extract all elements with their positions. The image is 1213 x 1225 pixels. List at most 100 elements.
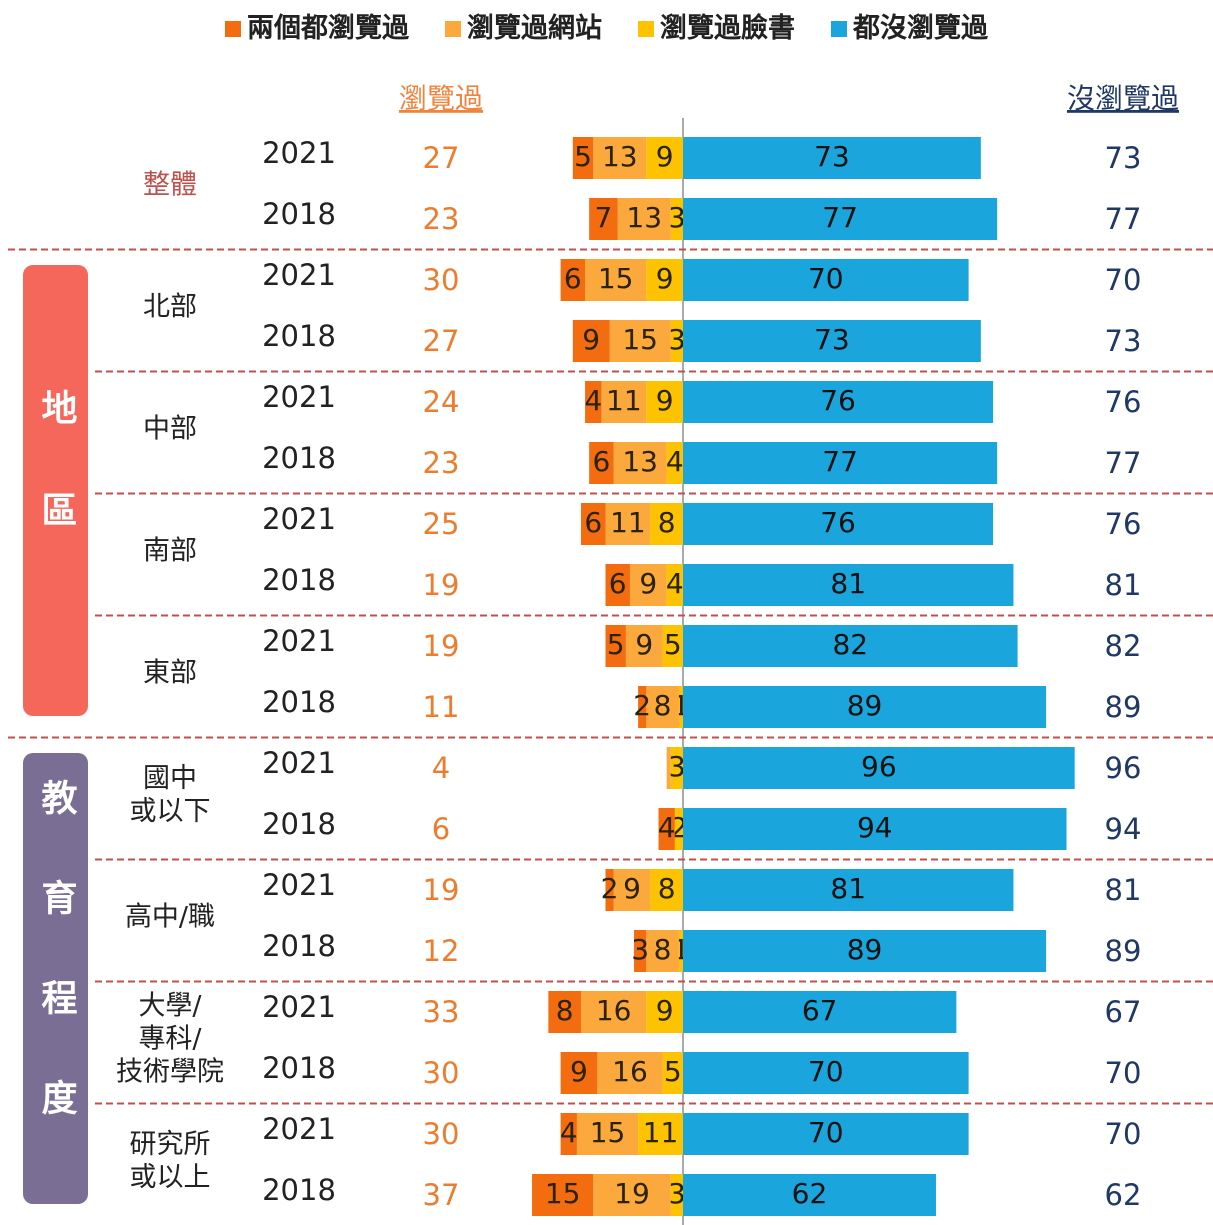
bar-segment: [683, 442, 998, 484]
viewed-total: 30: [423, 1056, 460, 1090]
bar-segment: [683, 198, 998, 240]
bar-segment: [625, 625, 663, 667]
not-viewed-total: 81: [1105, 873, 1142, 907]
year-label: 2018: [262, 319, 336, 353]
bar-segment: [646, 686, 679, 728]
bar-segment: [670, 198, 683, 240]
viewed-total: 19: [423, 629, 460, 663]
bar-segment: [683, 564, 1014, 606]
bar-segment: [605, 503, 651, 545]
bar-label: 73: [814, 140, 850, 173]
year-label: 2021: [262, 380, 336, 414]
viewed-total: 27: [423, 324, 460, 358]
not-viewed-total: 70: [1105, 263, 1142, 297]
not-viewed-total: 76: [1105, 385, 1142, 419]
bar-segment: [585, 381, 602, 423]
bar-label: 15: [598, 262, 634, 295]
bar-segment: [572, 320, 610, 362]
viewed-total: 23: [423, 446, 460, 480]
subgroup-label: 大學/ 專科/ 技術學院: [116, 990, 224, 1087]
bar-label: 13: [602, 140, 638, 173]
bar-label: 5: [664, 628, 682, 661]
not-viewed-total: 89: [1105, 934, 1142, 968]
bar-segment: [674, 808, 683, 850]
subgroup-label: 南部: [143, 535, 197, 566]
year-label: 2018: [262, 441, 336, 475]
bar-label: 5: [607, 628, 625, 661]
bar-segment: [683, 381, 994, 423]
viewed-total: 4: [432, 751, 450, 785]
bar-label: 77: [822, 445, 858, 478]
bar-label: 11: [610, 506, 646, 539]
section-label: 教育程度: [23, 753, 88, 1204]
bar-segment: [683, 1174, 936, 1216]
legend-swatch: [638, 20, 654, 37]
bar-segment: [613, 869, 651, 911]
bar-segment: [593, 137, 647, 179]
bar-label: 70: [808, 1055, 844, 1088]
section-label: 地區: [23, 265, 88, 716]
bar-segment: [678, 930, 683, 972]
bar-segment: [670, 1174, 683, 1216]
bar-segment: [576, 1113, 639, 1155]
bar-label: 9: [623, 872, 641, 905]
bar-segment: [646, 259, 683, 301]
bar-segment: [666, 442, 683, 484]
bar-segment: [678, 686, 683, 728]
legend-label: 瀏覽過網站: [467, 13, 602, 44]
viewed-total: 24: [423, 385, 460, 419]
bar-label: 3: [668, 750, 686, 783]
bar-segment: [670, 320, 683, 362]
bar-label: 73: [814, 323, 850, 356]
bar-segment: [683, 137, 981, 179]
year-label: 2021: [262, 502, 336, 536]
year-label: 2018: [262, 807, 336, 841]
bar-label: 8: [658, 872, 676, 905]
bar-label: 89: [847, 933, 883, 966]
bar-label: 76: [820, 384, 856, 417]
bar-segment: [683, 1052, 969, 1094]
bar-segment: [560, 1052, 598, 1094]
bar-segment: [683, 930, 1047, 972]
subgroup-label: 高中/職: [124, 901, 216, 932]
bar-segment: [646, 137, 683, 179]
bar-label: 8: [654, 689, 672, 722]
not-viewed-total: 76: [1105, 507, 1142, 541]
viewed-total: 12: [423, 934, 460, 968]
bar-label: 5: [574, 140, 592, 173]
viewed-total: 11: [423, 690, 460, 724]
bar-label: 9: [639, 567, 657, 600]
bar-segment: [646, 930, 679, 972]
not-viewed-total: 81: [1105, 568, 1142, 602]
bar-label: 81: [830, 567, 866, 600]
legend-label: 瀏覽過臉書: [660, 13, 795, 44]
bar-segment: [683, 686, 1047, 728]
bar-label: 3: [668, 201, 686, 234]
bar-label: 7: [595, 201, 613, 234]
bar-segment: [683, 808, 1067, 850]
bar-label: 9: [656, 994, 674, 1027]
bar-label: 8: [654, 933, 672, 966]
bar-label: 4: [560, 1116, 578, 1149]
bar-segment: [605, 869, 614, 911]
bar-label: 4: [584, 384, 602, 417]
viewed-total: 27: [423, 141, 460, 175]
year-label: 2021: [262, 868, 336, 902]
bar-label: 3: [631, 933, 649, 966]
bar-segment: [683, 503, 994, 545]
subgroup-label: 整體: [143, 169, 197, 200]
legend: 兩個都瀏覽過 瀏覽過網站 瀏覽過臉書 都沒瀏覽過: [0, 6, 1213, 45]
bar-segment: [683, 991, 957, 1033]
bar-segment: [650, 503, 683, 545]
subgroup-label: 研究所 或以上: [129, 1128, 211, 1193]
not-viewed-total: 62: [1105, 1178, 1142, 1212]
year-label: 2018: [262, 197, 336, 231]
legend-item: 瀏覽過網站: [445, 6, 602, 45]
viewed-total: 30: [423, 263, 460, 297]
bar-label: 3: [668, 1177, 686, 1210]
subgroup-label: 東部: [143, 657, 197, 688]
bar-segment: [634, 930, 647, 972]
bar-segment: [683, 1113, 969, 1155]
bar-label: 4: [666, 445, 684, 478]
